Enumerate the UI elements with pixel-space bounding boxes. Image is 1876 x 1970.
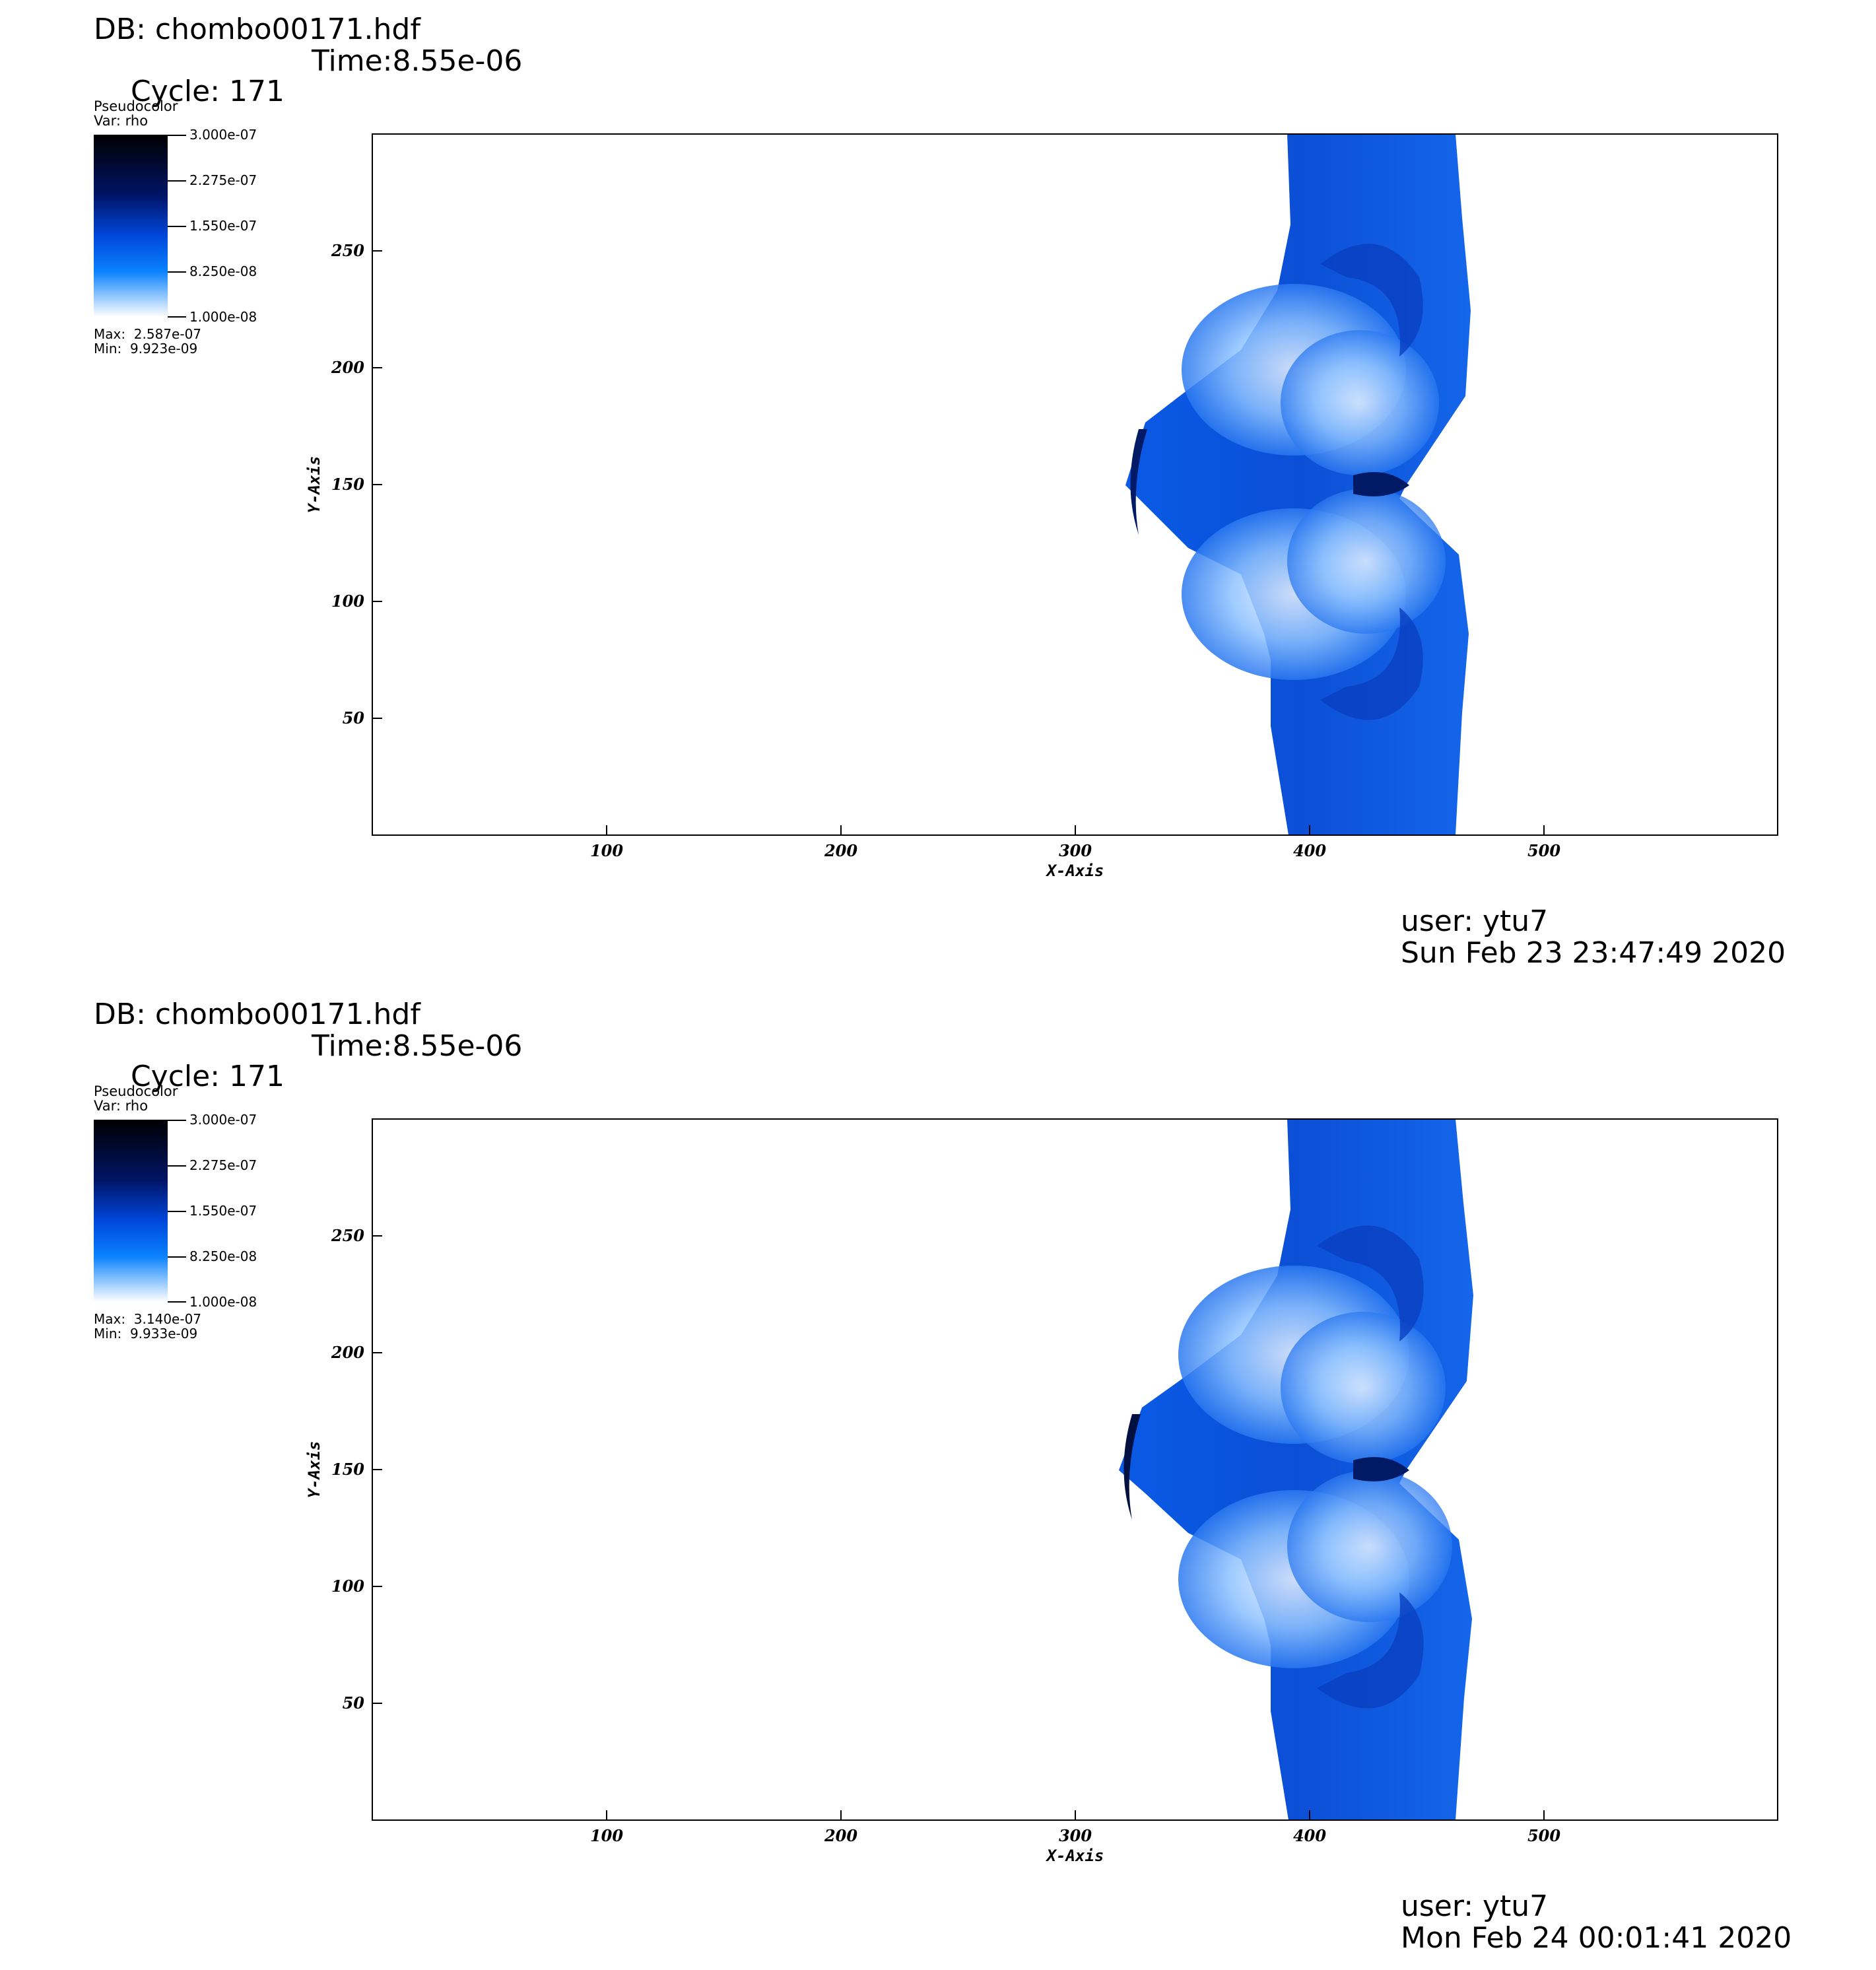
plot-area: 100 200 300 400 500 50 100 150 200 250 X… [305,133,1778,880]
y-tick-label: 250 [331,241,364,260]
y-axis-title: Y-Axis [305,456,323,514]
vortex [1320,244,1423,357]
y-tick-label: 250 [331,1226,364,1245]
colorbar [94,135,168,317]
colorbar-tick [168,316,186,318]
x-axis-title: X-Axis [1046,1847,1104,1865]
vortex [1317,1225,1424,1342]
y-tick-label: 100 [331,592,364,611]
colorbar-tick [168,1120,186,1121]
density-field [1119,1119,1473,1820]
density-band [1125,134,1471,835]
x-tick-label: 500 [1527,1826,1560,1845]
colorbar-label: 8.250e-08 [189,263,257,279]
y-tick-label: 200 [331,1343,364,1362]
vortex [1320,607,1423,720]
min-value: Min: 9.933e-09 [94,1326,198,1342]
dense-front [1123,1414,1141,1520]
y-tick-label: 100 [331,1577,364,1596]
legend-plot-name: Pseudocolor [94,98,178,114]
dense-front [1130,429,1147,535]
light-region [1287,489,1446,634]
legend-plot-name: Pseudocolor [94,1083,178,1099]
time-label: Time:8.55e-06 [312,1029,523,1063]
min-value: Min: 9.923e-09 [94,341,198,357]
y-axis-ticks [372,250,382,719]
colorbar-label: 1.550e-07 [189,218,257,234]
cycle-time-row: Cycle: 171 Time:8.55e-06 [94,1031,522,1153]
colorbar-tick [168,1211,186,1212]
x-tick-label: 400 [1293,841,1326,860]
max-value: Max: 3.140e-07 [94,1311,202,1327]
light-region [1281,1312,1446,1464]
plot-panel-2: DB: chombo00171.hdf Cycle: 171 Time:8.55… [0,985,1876,1970]
x-axis-ticks [606,825,1545,835]
light-region [1281,330,1439,475]
y-tick-label: 150 [331,1460,364,1479]
colorbar [94,1120,168,1302]
y-axis-title: Y-Axis [305,1441,323,1499]
dense-knot [1353,472,1409,496]
colorbar-label: 3.000e-07 [189,127,257,143]
time-label: Time:8.55e-06 [312,44,523,78]
cycle-label: Cycle: 171 [130,1060,285,1093]
user-label: user: ytu7 [1401,904,1549,938]
colorbar-label: 2.275e-07 [189,1157,257,1173]
colorbar-tick [168,180,186,182]
colorbar-label: 1.550e-07 [189,1203,257,1219]
x-axis-title: X-Axis [1046,862,1104,880]
plot-panel-1: DB: chombo00171.hdf Cycle: 171 Time:8.55… [94,13,1786,970]
colorbar-tick [168,271,186,273]
density-band [1119,1119,1473,1820]
plot-area: 100 200 300 400 500 50 100 150 200 250 X… [305,1118,1778,1865]
light-region [1287,1470,1452,1622]
plot-frame [372,133,1778,836]
database-title: DB: chombo00171.hdf [94,13,420,46]
colorbar-tick [168,226,186,227]
x-tick-label: 400 [1293,1826,1326,1845]
colorbar-label: 2.275e-07 [189,172,257,188]
dense-knot [1353,1457,1409,1481]
density-field [1125,134,1471,835]
vortex [1317,1592,1424,1709]
cycle-time-row: Cycle: 171 Time:8.55e-06 [94,46,522,168]
x-tick-label: 200 [824,841,857,860]
x-tick-label: 500 [1527,841,1560,860]
x-tick-label: 200 [824,1826,857,1845]
user-label: user: ytu7 [1401,1889,1549,1923]
cycle-label: Cycle: 171 [130,75,285,108]
x-axis-ticks [606,1810,1545,1820]
colorbar-tick [168,1256,186,1258]
legend-variable: Var: rho [94,1098,149,1114]
colorbar-tick [168,135,186,136]
x-tick-label: 100 [590,841,623,860]
date-label: Sun Feb 23 23:47:49 2020 [1401,936,1786,970]
plot-frame [372,1118,1778,1821]
x-tick-label: 300 [1059,1826,1092,1845]
colorbar-tick [168,1165,186,1167]
colorbar-label: 3.000e-07 [189,1112,257,1128]
y-tick-label: 200 [331,358,364,377]
colorbar-label: 8.250e-08 [189,1248,257,1264]
date-label: Mon Feb 24 00:01:41 2020 [1401,1921,1792,1955]
y-tick-label: 50 [343,1693,365,1713]
x-tick-label: 300 [1059,841,1092,860]
y-axis-ticks [372,1235,382,1704]
colorbar-label: 1.000e-08 [189,1294,257,1310]
colorbar-tick [168,1301,186,1303]
colorbar-label: 1.000e-08 [189,309,257,325]
max-value: Max: 2.587e-07 [94,326,202,342]
legend-variable: Var: rho [94,113,149,129]
y-tick-label: 50 [343,708,365,728]
database-title: DB: chombo00171.hdf [94,998,420,1031]
y-tick-label: 150 [331,475,364,494]
x-tick-label: 100 [590,1826,623,1845]
